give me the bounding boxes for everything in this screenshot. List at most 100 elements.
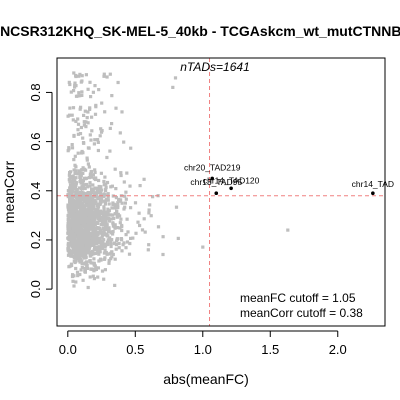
data-point: [104, 249, 107, 252]
data-point: [177, 237, 180, 240]
data-point: [94, 176, 97, 179]
data-point: [68, 234, 71, 237]
data-point: [76, 128, 79, 131]
data-point: [99, 203, 102, 206]
data-point: [110, 94, 113, 97]
data-point: [143, 178, 146, 181]
data-point: [89, 139, 92, 142]
data-point: [90, 212, 93, 215]
data-point: [138, 212, 141, 215]
data-point: [71, 180, 74, 183]
highlighted-point-label: chr13_TAD95: [190, 177, 242, 187]
meanfc-cutoff-text: meanFC cutoff = 1.05: [240, 291, 356, 305]
data-point: [77, 259, 80, 262]
data-point: [92, 269, 95, 272]
data-point: [126, 218, 129, 221]
data-point: [72, 158, 75, 161]
data-point: [86, 267, 89, 270]
data-point: [81, 137, 84, 140]
data-point: [67, 215, 70, 218]
data-point: [77, 91, 80, 94]
data-point: [71, 217, 74, 220]
ntads-annotation: nTADs=1641: [180, 60, 250, 74]
data-point: [99, 210, 102, 213]
data-point: [108, 209, 111, 212]
data-point: [88, 147, 91, 150]
data-point: [108, 236, 111, 239]
data-point: [85, 243, 88, 246]
data-point: [115, 210, 118, 213]
data-point: [77, 247, 80, 250]
y-tick-label: 0.8: [28, 83, 43, 101]
data-point: [92, 91, 95, 94]
data-point: [83, 124, 86, 127]
data-point: [119, 131, 122, 134]
data-point: [118, 200, 121, 203]
data-point: [93, 277, 96, 280]
data-point: [148, 203, 151, 206]
data-point: [103, 252, 106, 255]
data-point: [114, 258, 117, 261]
data-point: [147, 243, 150, 246]
data-point: [98, 238, 101, 241]
data-point: [80, 94, 83, 97]
data-point: [96, 222, 99, 225]
data-point: [144, 231, 147, 234]
data-point: [71, 280, 74, 283]
data-point: [120, 224, 123, 227]
data-point: [90, 116, 93, 119]
data-point: [70, 91, 73, 94]
data-point: [76, 235, 79, 238]
data-point: [82, 214, 85, 217]
data-point: [138, 224, 141, 227]
data-point: [89, 133, 92, 136]
data-point: [87, 88, 90, 91]
data-point: [114, 187, 117, 190]
data-point: [94, 105, 97, 108]
data-point: [80, 209, 83, 212]
data-point: [70, 221, 73, 224]
data-point: [107, 192, 110, 195]
data-point: [107, 262, 110, 265]
data-point: [76, 191, 79, 194]
data-point: [83, 249, 86, 252]
data-point: [89, 233, 92, 236]
data-point: [85, 73, 88, 76]
data-point: [76, 117, 79, 120]
data-point: [91, 229, 94, 232]
data-point: [175, 206, 178, 209]
data-point: [136, 221, 139, 224]
data-point: [103, 73, 106, 76]
data-point: [148, 208, 151, 211]
data-point: [94, 187, 97, 190]
data-point: [76, 94, 79, 97]
data-point: [108, 150, 111, 153]
data-point: [94, 247, 97, 250]
data-point: [75, 181, 78, 184]
data-point: [83, 267, 86, 270]
data-point: [122, 141, 125, 144]
data-point: [91, 250, 94, 253]
data-point: [103, 232, 106, 235]
data-point: [129, 237, 132, 240]
data-point: [95, 215, 98, 218]
data-point: [73, 86, 76, 89]
x-axis: 0.0 0.5 1.0 1.5 2.0: [59, 331, 347, 357]
data-point: [102, 205, 105, 208]
data-point: [123, 195, 126, 198]
data-point: [70, 214, 73, 217]
data-point: [67, 228, 70, 231]
data-point: [97, 88, 100, 91]
data-point: [77, 123, 80, 126]
data-point: [100, 243, 103, 246]
data-point: [72, 284, 75, 287]
data-point: [96, 207, 99, 210]
data-point: [72, 135, 75, 138]
data-point: [103, 176, 106, 179]
data-point: [80, 239, 83, 242]
data-point: [87, 286, 90, 289]
data-point: [94, 235, 97, 238]
data-point: [67, 249, 70, 252]
data-point: [97, 141, 100, 144]
